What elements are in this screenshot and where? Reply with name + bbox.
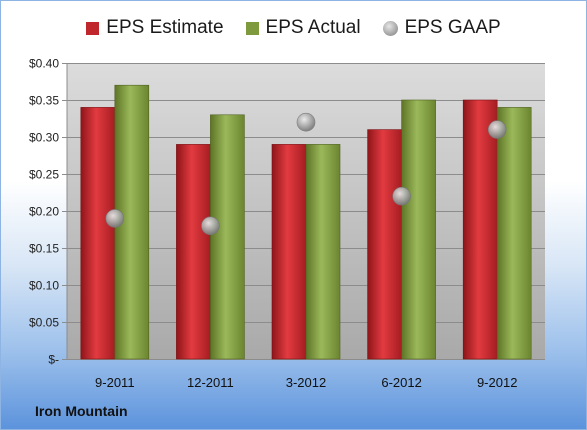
legend-label-eps-actual: EPS Actual (265, 17, 361, 38)
y-tick-label: $0.10 (29, 279, 59, 293)
y-tick-label: $0.25 (29, 168, 59, 182)
legend: EPS Estimate EPS Actual EPS GAAP (1, 17, 586, 39)
y-tick-label: $0.20 (29, 205, 59, 219)
bar-eps-actual (210, 114, 245, 360)
point-eps-gaap (296, 112, 316, 132)
legend-item-eps-gaap: EPS GAAP (382, 17, 501, 39)
legend-label-eps-estimate: EPS Estimate (106, 17, 224, 38)
bar-eps-actual (305, 144, 341, 360)
company-name: Iron Mountain (35, 403, 128, 419)
point-eps-gaap (487, 120, 507, 139)
y-tick-label: $0.30 (29, 131, 59, 145)
point-eps-gaap (201, 216, 220, 236)
x-tick-label: 9-2011 (95, 375, 135, 390)
point-eps-gaap (392, 186, 411, 206)
legend-swatch-eps-estimate (86, 21, 100, 35)
bar-eps-actual (401, 99, 436, 360)
legend-item-eps-estimate: EPS Estimate (86, 17, 224, 39)
legend-item-eps-actual: EPS Actual (245, 17, 361, 39)
x-tick-label: 12-2011 (187, 375, 234, 390)
y-tick-label: $0.40 (29, 57, 59, 71)
bar-eps-estimate (462, 99, 498, 360)
y-tick-label: $0.35 (29, 94, 59, 108)
x-tick-label: 6-2012 (381, 375, 421, 390)
bar-eps-estimate (367, 129, 402, 360)
bar-eps-estimate (176, 144, 211, 360)
x-tick-label: 3-2012 (286, 375, 326, 390)
point-eps-gaap (105, 209, 125, 228)
legend-label-eps-gaap: EPS GAAP (404, 17, 501, 38)
bar-eps-actual (496, 107, 532, 360)
bar-eps-estimate (271, 144, 307, 360)
legend-swatch-eps-actual (245, 21, 259, 35)
bar-eps-estimate (80, 107, 116, 360)
legend-swatch-eps-gaap (382, 20, 398, 36)
x-tick-label: 9-2012 (477, 375, 517, 390)
y-tick-label: $0.05 (29, 316, 59, 330)
y-tick-label: $0.15 (29, 242, 59, 256)
y-tick-label: $- (48, 353, 59, 367)
